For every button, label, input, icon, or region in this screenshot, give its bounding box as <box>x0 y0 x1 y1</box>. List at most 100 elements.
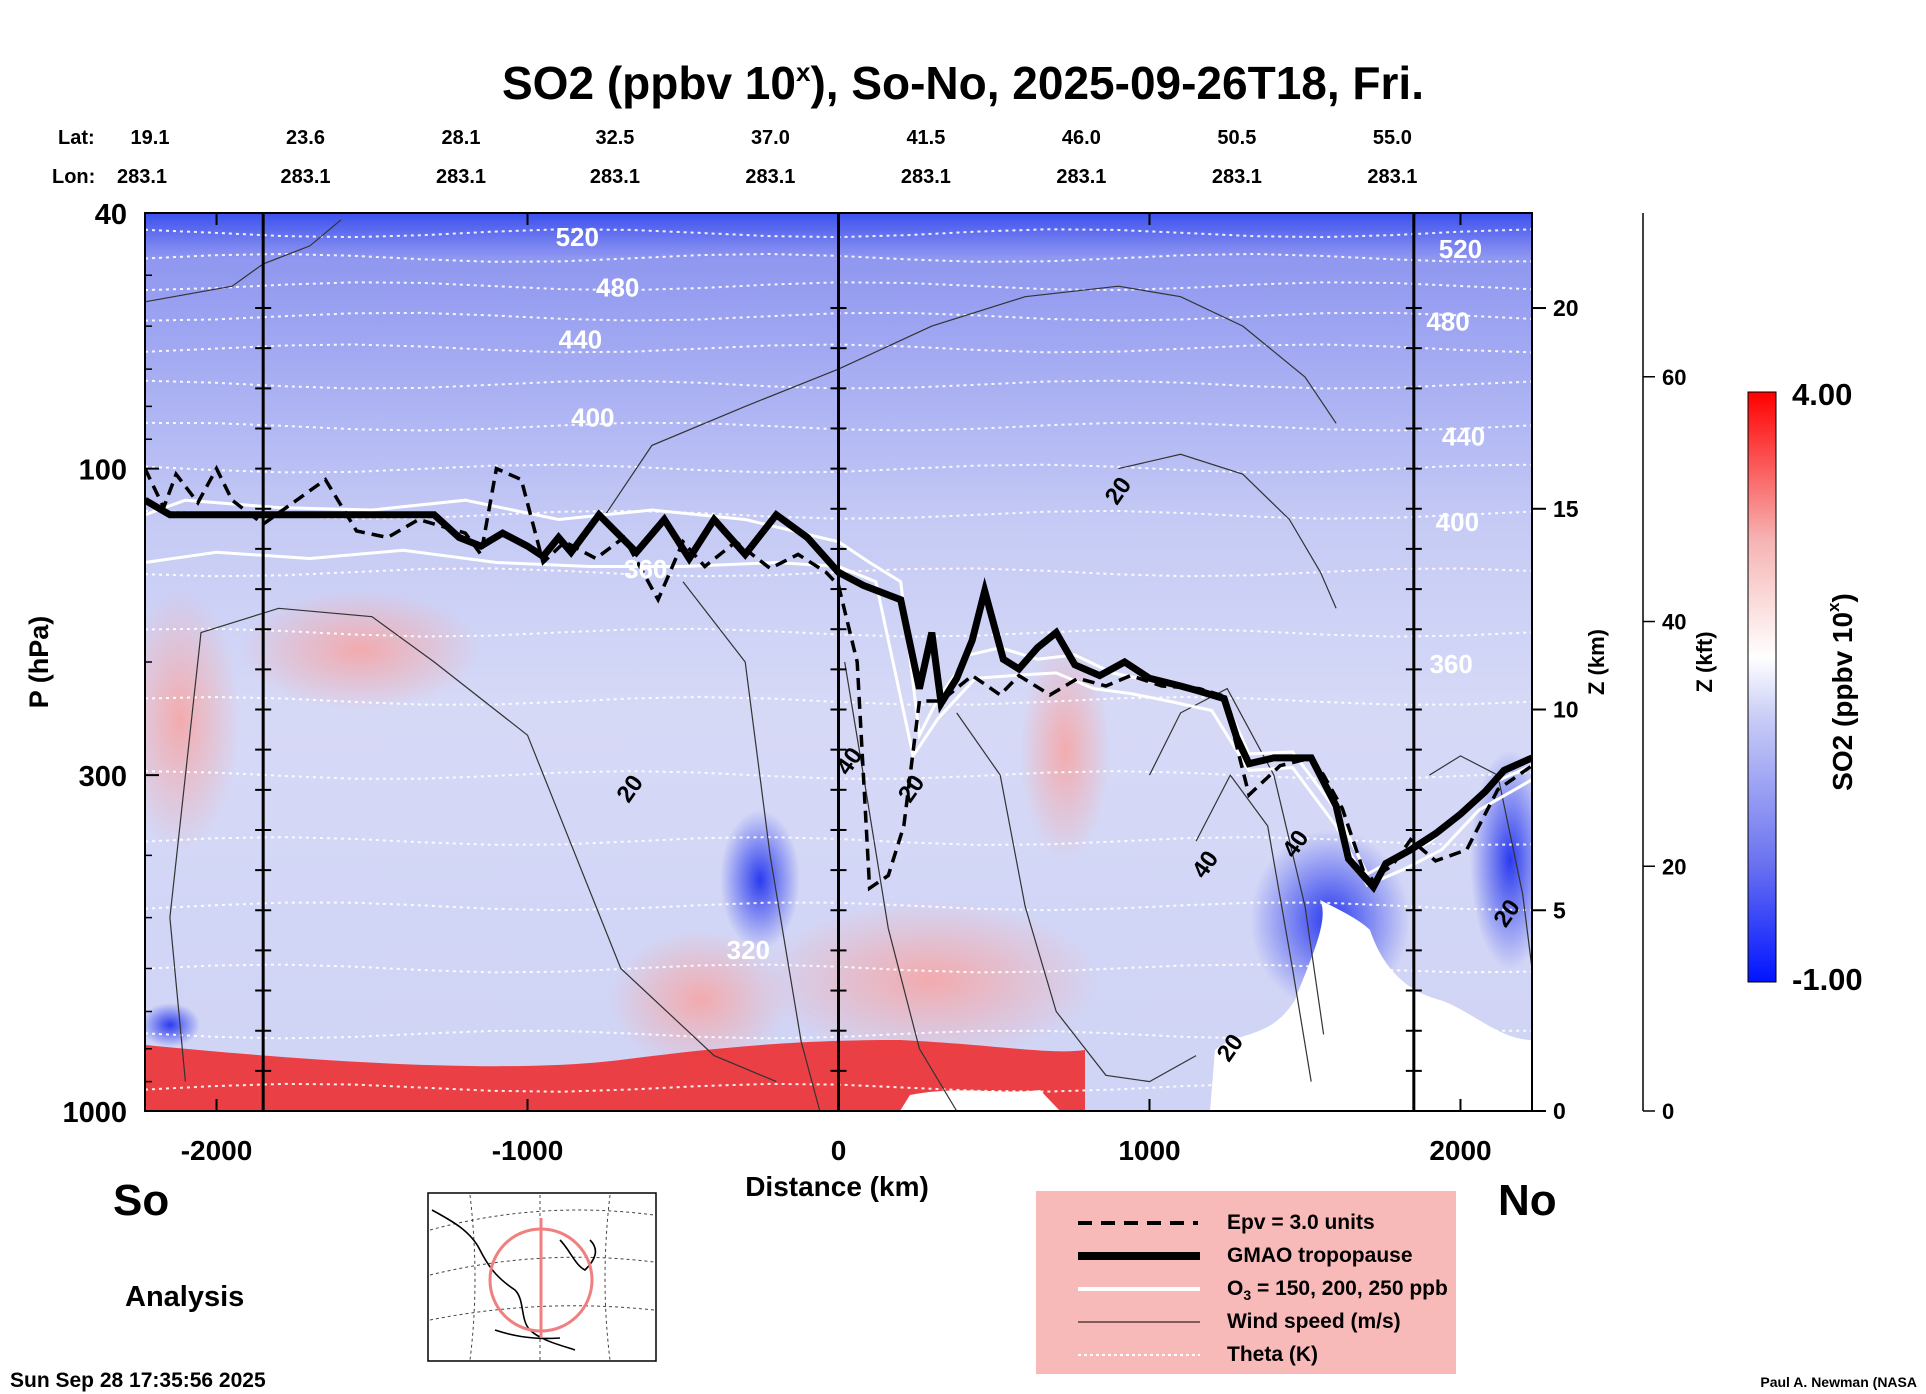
theta-label: 400 <box>571 403 614 433</box>
z-tick-label: 20 <box>1553 295 1579 321</box>
gmao-tropopause-line <box>145 497 1532 894</box>
lat-value: 28.1 <box>442 127 481 149</box>
theta-label: 320 <box>727 935 770 965</box>
inset-map <box>427 1192 657 1362</box>
x-tick-label: -1000 <box>492 1135 564 1166</box>
p-tick-label: 1000 <box>62 1097 127 1129</box>
colorbar-min-label: -1.00 <box>1792 962 1863 997</box>
theta-label: 360 <box>624 554 667 584</box>
theta-label: 400 <box>1436 507 1479 537</box>
so2-red-patch <box>240 590 480 710</box>
wind-contour <box>604 285 1337 516</box>
wind-contour <box>956 712 1197 1083</box>
colorbar-max-label: 4.00 <box>1792 377 1852 412</box>
y-axis-label: P (hPa) <box>24 616 54 709</box>
lon-value: 283.1 <box>745 166 795 188</box>
lat-label: Lat: <box>58 127 95 149</box>
z-tick-label: 15 <box>1553 496 1579 522</box>
wind-contour <box>1148 687 1325 1035</box>
x-tick-label: 0 <box>831 1135 847 1166</box>
z-tick-label: 10 <box>1553 697 1579 723</box>
lon-value: 283.1 <box>590 166 640 188</box>
z-tick-label: 0 <box>1553 1098 1566 1124</box>
theta-labels: 520 480 440 400 360 320 520 480 440 400 360 <box>556 222 1486 965</box>
so2-red-patch <box>610 930 790 1070</box>
vertical-markers <box>255 213 1422 1111</box>
legend-theta-label: Theta (K) <box>1227 1343 1318 1366</box>
lat-value: 19.1 <box>131 127 170 149</box>
kft-tick-label: 20 <box>1662 854 1686 879</box>
analysis-label: Analysis <box>125 1281 244 1313</box>
so2-blue-patch <box>145 1003 200 1047</box>
lat-value: 32.5 <box>595 127 634 149</box>
timestamp: Sun Sep 28 17:35:56 2025 <box>10 1369 266 1392</box>
legend-epv-label: Epv = 3.0 units <box>1227 1211 1375 1234</box>
south-label: So <box>113 1176 169 1225</box>
x-axis: -2000 -1000 0 1000 2000 <box>181 213 1492 1166</box>
colorbar: 4.00 -1.00 SO2 (ppbv 10x) <box>1747 377 1863 997</box>
z-tick-label: 5 <box>1553 897 1566 923</box>
wind-contour <box>844 661 958 1111</box>
lon-label: Lon: <box>52 166 95 188</box>
lat-value: 50.5 <box>1217 127 1256 149</box>
so2-blue-patch <box>720 810 800 950</box>
so2-red-patch <box>760 900 1100 1060</box>
wind-contour <box>1195 773 1312 1082</box>
legend-tropopause-label: GMAO tropopause <box>1227 1244 1413 1267</box>
wind-contour <box>682 581 821 1111</box>
colorbar-scale <box>1747 391 1777 983</box>
lat-value: 46.0 <box>1062 127 1101 149</box>
missing-data-region <box>1210 900 1532 1111</box>
z-kft-axis: 0 20 40 60 <box>1642 213 1686 1124</box>
theta-label: 440 <box>1442 421 1485 451</box>
lat-value: 37.0 <box>751 127 790 149</box>
missing-data-region <box>900 1090 1060 1111</box>
z-km-axis-label: Z (km) <box>1584 629 1609 695</box>
lon-value: 283.1 <box>1212 166 1262 188</box>
p-tick-label: 300 <box>79 761 127 793</box>
so2-red-patch <box>1020 640 1110 860</box>
lon-value: 283.1 <box>1367 166 1417 188</box>
x-tick-label: -2000 <box>181 1135 253 1166</box>
so2-red-patch <box>145 590 240 850</box>
lon-value: 283.1 <box>901 166 951 188</box>
p-tick-label: 40 <box>95 199 127 231</box>
lon-value: 283.1 <box>436 166 486 188</box>
kft-tick-label: 60 <box>1662 365 1686 390</box>
x-tick-label: 2000 <box>1429 1135 1491 1166</box>
legend-ozone-label: O3 = 150, 200, 250 ppb <box>1227 1277 1448 1303</box>
legend-wind-label: Wind speed (m/s) <box>1227 1310 1401 1333</box>
p-tick-label: 100 <box>79 455 127 487</box>
chart-title: SO2 (ppbv 10x), So-No, 2025-09-26T18, Fr… <box>502 57 1424 109</box>
lon-value: 283.1 <box>1056 166 1106 188</box>
theta-label: 480 <box>1426 307 1469 337</box>
ozone-line <box>145 498 1532 877</box>
theta-label: 360 <box>1429 649 1472 679</box>
so2-surface-red-band <box>145 1040 1085 1111</box>
x-tick-label: 1000 <box>1118 1135 1180 1166</box>
theta-label: 480 <box>596 273 639 303</box>
lat-value: 23.6 <box>286 127 325 149</box>
wind-contour <box>169 607 777 1083</box>
theta-label: 440 <box>559 324 602 354</box>
colorbar-title: SO2 (ppbv 10x) <box>1824 593 1858 791</box>
lon-value: 283.1 <box>117 166 167 188</box>
kft-tick-label: 40 <box>1662 610 1686 635</box>
lat-lon-header: Lat: Lon: 19.1 283.1 23.6 283.1 28.1 283.1 32.… <box>52 127 1417 188</box>
legend: Epv = 3.0 units GMAO tropopause O3 = 150… <box>1036 1191 1456 1374</box>
theta-label: 520 <box>1439 234 1482 264</box>
wind-contour <box>1118 453 1337 609</box>
theta-label: 520 <box>556 222 599 252</box>
lat-value: 55.0 <box>1373 127 1412 149</box>
kft-tick-label: 0 <box>1662 1099 1674 1124</box>
z-kft-axis-label: Z (kft) <box>1692 631 1717 692</box>
pressure-axis: 40 100 300 1000 <box>62 199 159 1129</box>
north-label: No <box>1498 1176 1557 1225</box>
lat-value: 41.5 <box>906 127 945 149</box>
credit: Paul A. Newman (NASA <box>1760 1374 1917 1390</box>
z-km-axis: 0 5 10 15 20 <box>1531 213 1579 1124</box>
x-axis-label: Distance (km) <box>745 1171 929 1202</box>
lon-value: 283.1 <box>280 166 330 188</box>
